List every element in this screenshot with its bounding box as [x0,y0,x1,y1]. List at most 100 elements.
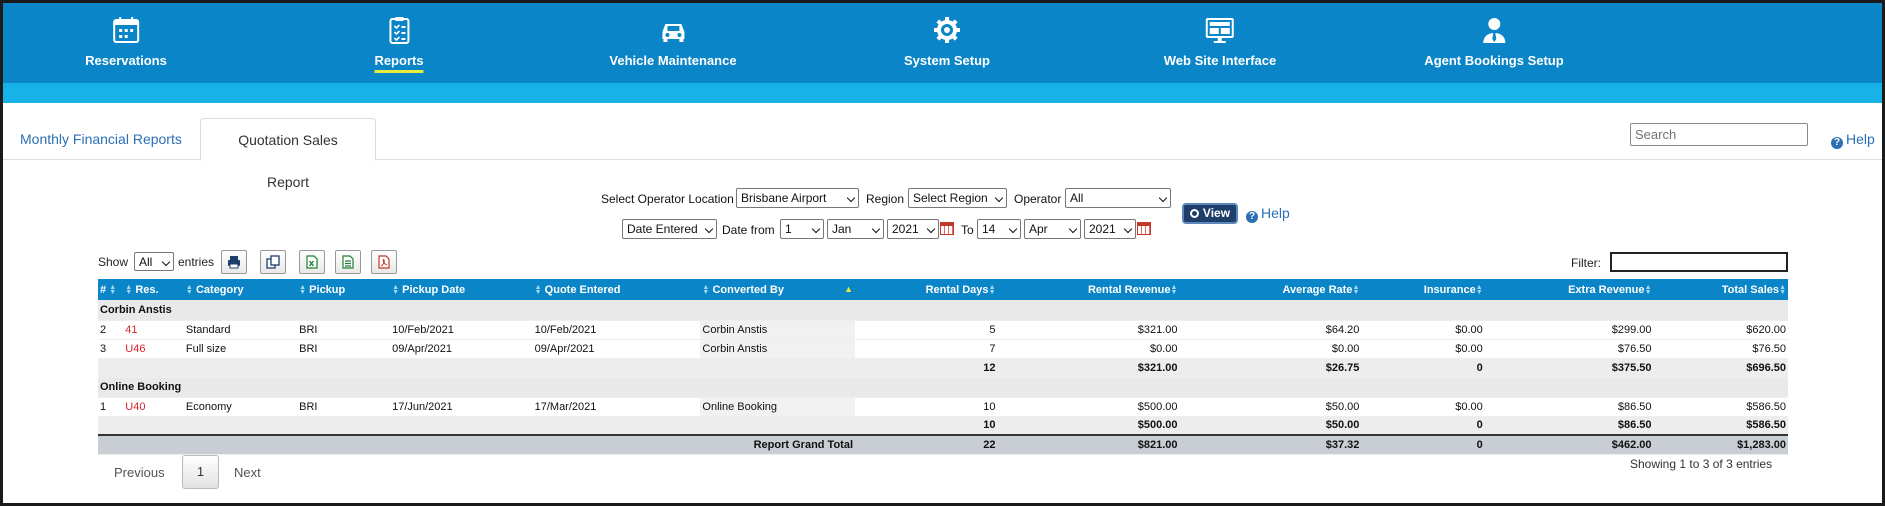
col-header-category[interactable]: ▲ ▼ Category [183,279,298,300]
table-row[interactable]: 3 U46 Full size BRI 09/Apr/2021 09/Apr/2… [98,339,1788,359]
nav-web-site-interface[interactable]: Web Site Interface [1164,15,1276,68]
document-icon [342,255,354,269]
nav-agent-bookings-setup[interactable]: Agent Bookings Setup [1424,15,1564,68]
cell-quote-entered: 09/Apr/2021 [532,339,701,359]
subtotal-row: 12 $321.00 $26.75 0 $375.50 $696.50 [98,358,1788,378]
col-header-average-rate[interactable]: Average Rate▲ ▼ [1179,279,1362,300]
copy-button[interactable] [260,250,286,274]
nav-reports[interactable]: Reports [374,15,424,73]
col-header-total-sales[interactable]: Total Sales▲ ▼ [1653,279,1788,300]
nav-reservations[interactable]: Reservations [85,15,167,68]
sort-icon: ▲ ▼ [702,283,710,296]
cell-pickup-date: 17/Jun/2021 [390,397,533,417]
sort-icon: ▲ ▼ [392,283,400,296]
view-label: View [1202,206,1231,220]
col-header-rental-days[interactable]: Rental Days▲ ▼ [855,279,998,300]
subtotal-average-rate: $26.75 [1179,358,1362,378]
table-row[interactable]: 2 41 Standard BRI 10/Feb/2021 10/Feb/202… [98,320,1788,340]
cell-category: Economy [183,397,298,417]
reservation-link[interactable]: U46 [123,339,184,359]
filter-input[interactable] [1610,252,1788,272]
col-header-insurance[interactable]: Insurance▲ ▼ [1361,279,1485,300]
nav-label: Reports [374,53,424,73]
cell-pickup-date: 09/Apr/2021 [390,339,533,359]
cell-insurance: $0.00 [1361,339,1485,359]
show-entries-select[interactable]: All [134,252,174,271]
report-tabs: Monthly Financial Reports Quotation Sale… [3,118,1882,190]
cell-pickup: BRI [297,397,391,417]
nav-system-setup[interactable]: System Setup [904,15,990,68]
region-label: Region [866,192,905,206]
col-header-number[interactable]: # ▲ ▼ [98,279,124,300]
col-header-pickup-date[interactable]: ▲ ▼ Pickup Date [390,279,533,300]
sort-icon: ▲ ▼ [988,283,996,296]
cell-number: 2 [98,320,124,340]
cell-extra-revenue: $76.50 [1484,339,1654,359]
table-header-row: # ▲ ▼ ▲ ▼ Res. ▲ ▼ Category ▲ ▼ Pickup ▲ ▼ Pi… [98,279,1788,300]
cell-converted-by: Corbin Anstis [700,339,856,359]
previous-page-button[interactable]: Previous [114,465,165,480]
reservation-link[interactable]: U40 [123,397,184,417]
export-pdf-button[interactable] [371,250,397,274]
top-nav: Reservations Reports Vehicle Maintenance… [3,3,1882,83]
subtotal-extra-revenue: $86.50 [1484,416,1654,436]
col-header-res[interactable]: ▲ ▼ Res. [123,279,184,300]
sort-icon: ▲ ▼ [299,283,307,296]
location-select[interactable]: Brisbane Airport [736,188,859,208]
subtotal-rental-revenue: $500.00 [997,416,1180,436]
cell-category: Full size [183,339,298,359]
operator-select[interactable]: All [1065,188,1171,208]
nav-label: Reservations [85,53,167,68]
filter-help-link[interactable]: ? Help [1246,205,1290,223]
tab-quotation-sales-report[interactable]: Quotation Sales Report [200,118,376,190]
cell-average-rate: $50.00 [1179,397,1362,417]
col-header-rental-revenue[interactable]: Rental Revenue▲ ▼ [997,279,1180,300]
sort-icon: ▲ ▼ [1475,283,1483,296]
from-month-select[interactable]: Jan [827,219,884,239]
operator-label: Operator [1014,192,1062,206]
from-day-select[interactable]: 1 [780,219,824,239]
view-button[interactable]: View [1182,203,1238,224]
search-input[interactable] [1630,123,1808,146]
date-type-select[interactable]: Date Entered [622,219,717,239]
col-header-extra-revenue[interactable]: Extra Revenue▲ ▼ [1484,279,1654,300]
from-year-select[interactable]: 2021 [887,219,939,239]
help-link[interactable]: ? Help [1831,131,1875,149]
location-label: Select Operator Location [601,192,734,206]
print-button[interactable] [221,250,247,274]
tab-monthly-financial-reports[interactable]: Monthly Financial Reports [20,131,182,147]
cell-converted-by: Corbin Anstis [700,320,856,340]
export-csv-button[interactable] [335,250,361,274]
to-month-select[interactable]: Apr [1024,219,1081,239]
sort-icon: ▲ ▼ [185,283,193,296]
subtotal-insurance: 0 [1361,358,1485,378]
reservation-link[interactable]: 41 [123,320,184,340]
nav-vehicle-maintenance[interactable]: Vehicle Maintenance [609,15,737,68]
table-row[interactable]: 1 U40 Economy BRI 17/Jun/2021 17/Mar/202… [98,397,1788,417]
col-header-converted-by[interactable]: ▲ ▼ Converted By ▲ [700,279,856,300]
help-icon: ? [1831,137,1843,149]
cell-extra-revenue: $86.50 [1484,397,1654,417]
pdf-file-icon [378,255,390,269]
to-year-select[interactable]: 2021 [1084,219,1136,239]
calendar-picker-icon[interactable] [940,222,954,235]
nav-label: System Setup [904,53,990,68]
user-icon [1482,18,1505,43]
car-icon [661,24,684,42]
cell-quote-entered: 10/Feb/2021 [532,320,701,340]
cell-rental-revenue: $500.00 [997,397,1180,417]
export-excel-button[interactable] [299,250,325,274]
to-day-select[interactable]: 14 [977,219,1021,239]
calendar-picker-icon[interactable] [1137,222,1151,235]
region-select[interactable]: Select Region [908,188,1007,208]
subtotal-total-sales: $696.50 [1653,358,1788,378]
sort-icon: ▲ ▼ [1170,283,1178,296]
page-1-button[interactable]: 1 [182,455,219,489]
cell-number: 3 [98,339,124,359]
col-header-pickup[interactable]: ▲ ▼ Pickup [297,279,391,300]
cell-category: Standard [183,320,298,340]
col-header-quote-entered[interactable]: ▲ ▼ Quote Entered [532,279,701,300]
grand-total-extra-revenue: $462.00 [1484,434,1654,455]
next-page-button[interactable]: Next [234,465,261,480]
help-label: Help [1261,205,1290,221]
